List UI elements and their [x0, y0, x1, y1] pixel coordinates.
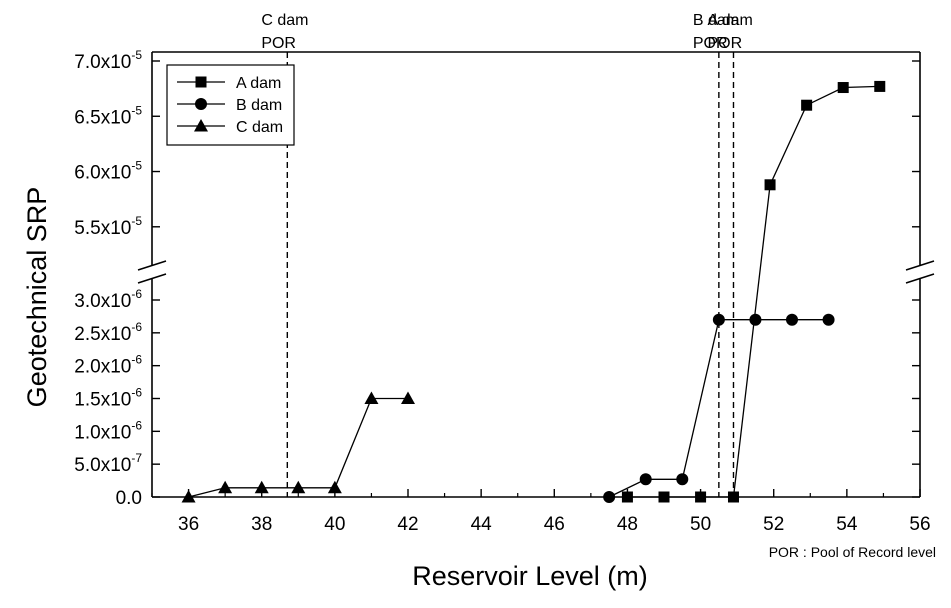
x-tick-label: 40	[324, 514, 345, 535]
x-tick-label: 48	[617, 514, 638, 535]
data-point-b-dam	[822, 313, 835, 326]
axis-break-mark-left	[137, 273, 167, 284]
x-tick-label: 50	[690, 514, 711, 535]
data-point-c-dam	[401, 391, 415, 404]
y-tick-label: 5.5x10-5	[74, 214, 142, 239]
axis-break-mark-right	[905, 273, 935, 284]
axes-layer: 36 38 40 42 44 46 48 50 52 54 56 5.5x10-5 6.0x10-5 6.…	[74, 48, 935, 535]
por-label-por: POR	[693, 35, 728, 52]
data-point-c-dam	[364, 391, 379, 404]
x-tick-label: 54	[836, 514, 858, 535]
data-point-c-dam	[327, 480, 342, 494]
x-tick-label: 44	[471, 514, 493, 535]
data-point-a-dam	[764, 179, 776, 191]
x-tick-label: 46	[544, 514, 565, 535]
legend-label-a-dam: A dam	[236, 75, 281, 92]
data-point-a-dam	[837, 82, 849, 94]
y-tick-label: 7.0x10-5	[74, 48, 142, 73]
x-tick-label: 56	[909, 514, 930, 535]
y-tick-label: 2.0x10-6	[74, 353, 142, 378]
y-tick-label: 5.0x10-7	[74, 451, 142, 476]
legend-marker-a-dam	[195, 76, 207, 88]
data-point-c-dam	[291, 480, 306, 494]
por-label-dam: B dam	[693, 12, 739, 29]
legend-marker-c-dam	[194, 119, 208, 132]
data-point-a-dam	[801, 99, 813, 111]
y-tick-label: 1.5x10-6	[74, 386, 142, 411]
legend-label-c-dam: C dam	[236, 119, 283, 136]
por-label-dam: A dam	[707, 12, 752, 29]
data-point-c-dam	[254, 480, 269, 494]
por-label-por: POR	[707, 35, 742, 52]
y-tick-label: 0.0	[116, 488, 142, 509]
data-point-b-dam	[712, 313, 725, 326]
legend-marker-b-dam	[195, 98, 207, 110]
reference-lines-layer: C dam POR B dam POR A dam POR	[261, 12, 753, 497]
y-tick-label: 2.5x10-6	[74, 320, 142, 345]
y-tick-label: 6.5x10-5	[74, 103, 142, 128]
data-point-c-dam	[218, 480, 233, 494]
data-point-b-dam	[749, 313, 762, 326]
y-axis-label: Geotechnical SRP	[22, 187, 52, 408]
x-tick-label: 42	[397, 514, 418, 535]
axis-break-mark-right	[905, 260, 935, 271]
x-axis-label: Reservoir Level (m)	[412, 561, 648, 591]
legend-box	[166, 64, 295, 146]
x-tick-label: 38	[251, 514, 272, 535]
footnote: POR : Pool of Record level	[769, 544, 936, 560]
y-tick-label: 6.0x10-5	[74, 159, 142, 184]
data-point-a-dam	[874, 80, 886, 92]
por-label-dam: C dam	[261, 12, 308, 29]
data-point-b-dam	[676, 473, 689, 486]
legend-label-b-dam: B dam	[236, 97, 282, 114]
por-label-por: POR	[261, 35, 296, 52]
legend: A dam B dam C dam	[166, 64, 295, 146]
data-point-b-dam	[786, 313, 798, 326]
y-tick-label: 1.0x10-6	[74, 418, 142, 443]
x-tick-label: 52	[763, 514, 784, 535]
data-point-b-dam	[639, 473, 652, 486]
axis-break-mark-left	[137, 260, 167, 271]
y-tick-label: 3.0x10-6	[74, 287, 142, 312]
x-tick-label: 36	[178, 514, 199, 535]
series-line-a-dam	[627, 85, 880, 498]
